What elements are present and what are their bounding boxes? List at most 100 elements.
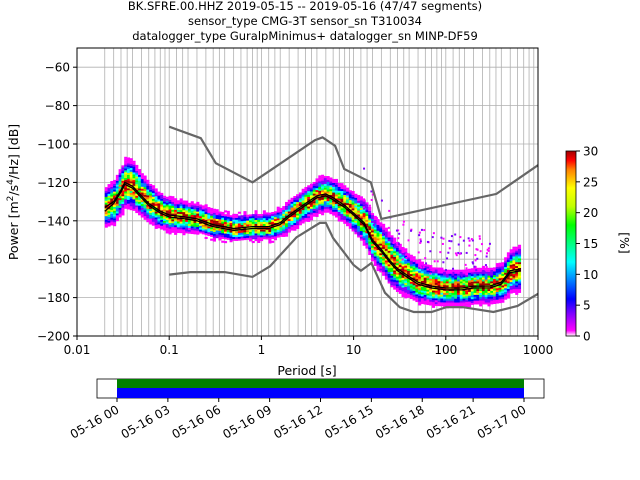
heatmap-cell [296, 196, 300, 199]
heatmap-cell [351, 227, 355, 230]
heatmap-cell [212, 222, 216, 225]
heatmap-cell [179, 200, 183, 203]
heatmap-cell [394, 244, 397, 247]
heatmap-cell [498, 262, 502, 265]
heatmap-cell [113, 185, 117, 188]
heatmap-cell [501, 296, 505, 299]
heatmap-cell [382, 237, 386, 240]
heatmap-cell [118, 188, 122, 191]
heatmap-cell [368, 227, 372, 231]
heatmap-cell [146, 183, 150, 186]
heatmap-cell [210, 238, 214, 241]
heatmap-cell [138, 172, 142, 175]
heatmap-cell [401, 283, 405, 286]
heatmap-cell [404, 255, 408, 259]
heatmap-cell [334, 203, 339, 206]
heatmap-cell [190, 201, 194, 204]
heatmap-cell [373, 223, 377, 226]
heatmap-cell [384, 248, 388, 251]
heatmap-cell [432, 296, 436, 299]
heatmap-cell [268, 222, 272, 225]
heatmap-cell [276, 206, 280, 209]
heatmap-cell [190, 231, 194, 235]
heatmap-cell [454, 298, 458, 301]
heatmap-cell [126, 180, 131, 183]
heatmap-cell [509, 272, 513, 275]
heatmap-cell [442, 237, 445, 240]
heatmap-cell [199, 227, 203, 230]
heatmap-cell [226, 214, 230, 217]
heatmap-cell [229, 230, 233, 233]
heatmap-cell [440, 281, 444, 284]
heatmap-cell [326, 183, 330, 186]
heatmap-cell [138, 195, 142, 199]
heatmap-cell [415, 286, 419, 289]
heatmap-cell [329, 190, 333, 194]
heatmap-cell [481, 283, 485, 286]
heatmap-cell [226, 212, 230, 215]
heatmap-cell [293, 217, 297, 220]
heatmap-cell [440, 269, 444, 272]
heatmap-cell [423, 292, 427, 295]
heatmap-cell [370, 236, 375, 239]
heatmap-cell [309, 202, 314, 205]
heatmap-cell [409, 283, 413, 286]
heatmap-cell [517, 283, 522, 286]
heatmap-cell [187, 225, 192, 228]
heatmap-cell [190, 222, 194, 225]
heatmap-cell [368, 245, 372, 248]
heatmap-cell [340, 190, 344, 193]
heatmap-cell [418, 280, 422, 283]
heatmap-cell [149, 212, 153, 215]
heatmap-cell [337, 207, 341, 211]
heatmap-cell [334, 201, 339, 205]
heatmap-cell [179, 202, 183, 205]
heatmap-cell [138, 197, 142, 200]
heatmap-cell [140, 173, 144, 176]
heatmap-cell [323, 177, 327, 181]
heatmap-cell [113, 224, 117, 227]
heatmap-cell [418, 234, 421, 237]
heatmap-cell [115, 213, 119, 216]
heatmap-cell [468, 274, 472, 277]
heatmap-cell [376, 242, 380, 245]
heatmap-cell [162, 215, 167, 218]
heatmap-cell [146, 204, 150, 207]
heatmap-cell [426, 302, 430, 306]
heatmap-cell [368, 229, 372, 232]
heatmap-cell [401, 291, 405, 294]
heatmap-cell [337, 217, 341, 220]
heatmap-cell [115, 203, 119, 206]
heatmap-cell [479, 304, 483, 307]
heatmap-cell [365, 244, 369, 247]
heatmap-cell [235, 236, 239, 240]
heatmap-cell [465, 271, 469, 274]
heatmap-cell [248, 220, 253, 223]
heatmap-cell [321, 213, 325, 216]
heatmap-cell [346, 191, 350, 194]
heatmap-cell [321, 190, 325, 193]
heatmap-cell [296, 205, 300, 208]
heatmap-cell [287, 220, 291, 223]
heatmap-cell [448, 279, 452, 282]
heatmap-cell [307, 204, 311, 207]
heatmap-cell [512, 281, 516, 284]
heatmap-cell [115, 201, 119, 204]
heatmap-cell [490, 290, 494, 293]
heatmap-cell [157, 205, 161, 208]
heatmap-cell [395, 272, 400, 275]
heatmap-cell [456, 304, 461, 307]
heatmap-cell [334, 198, 339, 201]
heatmap-cell [138, 205, 142, 208]
heatmap-cell [315, 182, 319, 185]
heatmap-cell [246, 231, 250, 235]
heatmap-cell [154, 198, 158, 201]
heatmap-cell [379, 256, 383, 259]
heatmap-cell [138, 180, 142, 183]
heatmap-cell [151, 215, 155, 219]
heatmap-cell [465, 276, 469, 279]
heatmap-cell [318, 202, 322, 205]
heatmap-cell [376, 226, 380, 229]
heatmap-cell [478, 237, 481, 240]
heatmap-cell [454, 283, 458, 286]
